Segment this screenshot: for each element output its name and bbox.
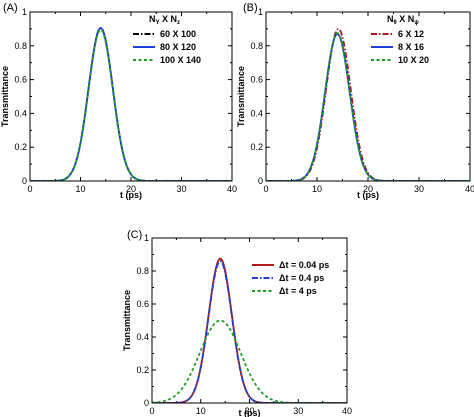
legend-entry-3: 10 X 20 <box>398 55 429 65</box>
y-tick-label: 0.4 <box>14 108 27 118</box>
y-tick-label: 0.4 <box>136 332 149 342</box>
series-line-3 <box>266 32 470 181</box>
legend: Δt = 0.04 ps Δt = 0.4 ps Δt = 4 ps <box>252 260 329 296</box>
x-tick-label: 10 <box>75 184 85 194</box>
plot-frame <box>265 11 471 182</box>
x-tick-label: 10 <box>196 406 206 416</box>
y-axis-title: Transmittance <box>122 290 132 351</box>
x-tick-label: 40 <box>342 406 352 416</box>
y-tick-label: 0 <box>22 176 27 186</box>
y-tick-label: 0 <box>144 398 149 408</box>
y-tick-label: 0.6 <box>136 299 149 309</box>
y-tick-label: 0.8 <box>136 266 149 276</box>
legend-entry-3: 100 X 140 <box>160 55 201 65</box>
panel-label: (C) <box>127 229 142 241</box>
legend-entry-2: Δt = 0.4 ps <box>279 273 324 283</box>
y-tick-label: 0.8 <box>250 41 263 51</box>
plot-frame <box>151 237 348 404</box>
legend-title: NY X Nz <box>149 14 180 26</box>
x-axis-title: t (ps) <box>120 190 142 200</box>
x-tick-label: 20 <box>363 184 373 194</box>
y-tick-label: 1 <box>258 7 263 17</box>
y-tick-label: 0.2 <box>136 365 149 375</box>
x-tick-label: 20 <box>244 406 254 416</box>
x-tick-label: 30 <box>293 406 303 416</box>
x-tick-label: 30 <box>176 184 186 194</box>
y-axis-title: Transmittance <box>0 66 10 127</box>
legend-entry-1: 6 X 12 <box>398 29 424 39</box>
y-tick-label: 0 <box>258 176 263 186</box>
panel-label: (A) <box>3 2 18 14</box>
y-tick-label: 1 <box>22 7 27 17</box>
legend-entry-1: 60 X 100 <box>160 29 196 39</box>
y-tick-label: 1 <box>144 233 149 243</box>
series-line-2 <box>266 33 470 181</box>
series-line-1 <box>266 27 470 181</box>
y-tick-label: 0.6 <box>250 75 263 85</box>
legend: NY X Nz 60 X 100 80 X 120 100 X 140 <box>133 14 201 65</box>
y-tick-label: 0.6 <box>14 75 27 85</box>
legend-entry-2: 80 X 120 <box>160 42 196 52</box>
chart-panel-2: (B) 0 10 20 30 40 0 0.2 0.4 0.6 0.8 1 t (ps) Transmit… <box>236 2 474 200</box>
series-line-3 <box>30 28 232 181</box>
y-tick-label: 0.8 <box>14 41 27 51</box>
series-line-1 <box>152 257 347 403</box>
legend-entry-2: 8 X 16 <box>398 42 424 52</box>
x-tick-label: 10 <box>312 184 322 194</box>
chart-panel-1: (A) 0 10 20 30 40 0 0.2 0.4 0.6 0.8 1 t (ps) Transmit… <box>0 2 237 200</box>
x-tick-label: 20 <box>126 184 136 194</box>
y-axis-title: Transmittance <box>236 66 246 127</box>
series-line-2 <box>30 27 232 181</box>
legend-entry-3: Δt = 4 ps <box>279 286 317 296</box>
x-axis-title: t (ps) <box>239 408 261 417</box>
panel-label: (B) <box>243 2 258 14</box>
series-line-3 <box>152 319 347 403</box>
x-tick-label: 40 <box>227 184 237 194</box>
legend: Nθ X Nψ 6 X 12 8 X 16 10 X 20 <box>371 14 429 65</box>
y-tick-label: 0.4 <box>250 108 263 118</box>
x-tick-label: 0 <box>149 406 154 416</box>
legend-title: Nθ X Nψ <box>387 14 419 26</box>
legend-entry-1: Δt = 0.04 ps <box>279 260 329 270</box>
x-tick-label: 0 <box>263 184 268 194</box>
chart-panel-3: (C) 0 10 20 30 40 0 0.2 0.4 0.6 0.8 1 t (ps) Transmit… <box>122 229 352 417</box>
x-axis-title: t (ps) <box>357 190 379 200</box>
x-tick-label: 0 <box>27 184 32 194</box>
plot-frame <box>29 11 233 182</box>
series-line-1 <box>30 27 232 181</box>
y-tick-label: 0.2 <box>250 142 263 152</box>
x-tick-label: 30 <box>414 184 424 194</box>
y-tick-label: 0.2 <box>14 142 27 152</box>
x-tick-label: 40 <box>465 184 474 194</box>
